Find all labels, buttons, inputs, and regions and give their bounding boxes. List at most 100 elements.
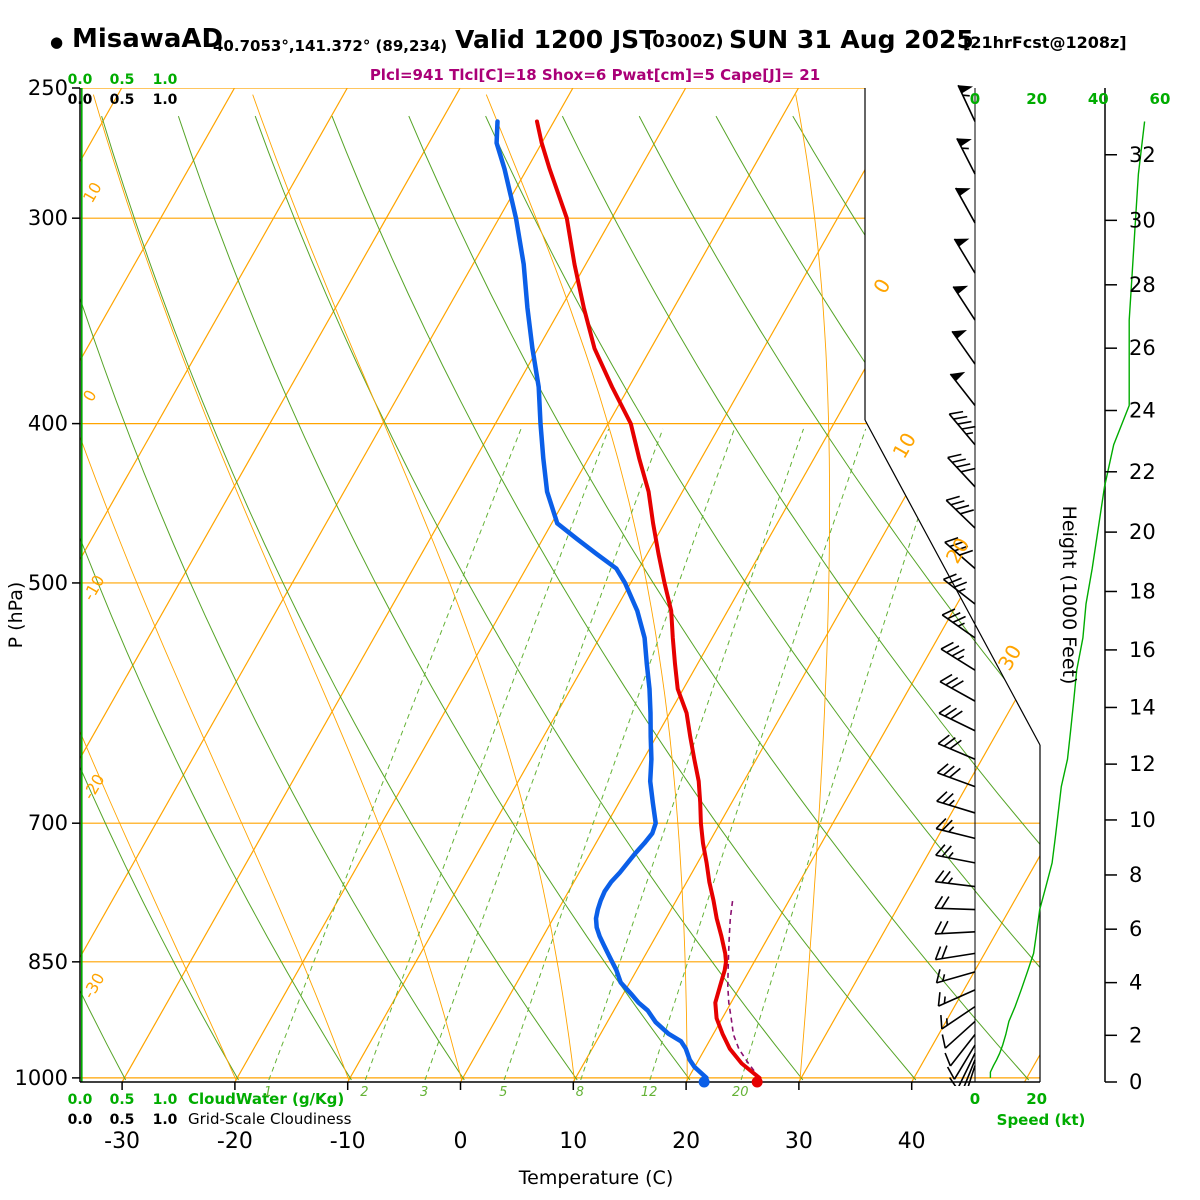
wind-barb-flag: [953, 285, 969, 295]
isotherm-line: [572, 88, 1040, 1082]
wind-speed-curve: [989, 121, 1146, 1078]
temp-axis-title: Temperature (C): [518, 1167, 674, 1189]
mixing-ratio-line: [649, 428, 867, 1081]
cloudwater-legend-label: CloudWater (g/Kg): [188, 1090, 344, 1108]
wind-barb: [936, 791, 976, 814]
dry-adiabat-line: [177, 115, 691, 1081]
speed-tick-label-bottom: 0: [970, 1090, 980, 1108]
speed-tick-label-top: 40: [1088, 90, 1109, 108]
wind-barb-full: [946, 645, 960, 654]
wind-barb-half: [947, 851, 954, 859]
wind-barb-full: [940, 641, 954, 650]
height-tick-label: 26: [1129, 336, 1156, 360]
wind-barb-staff: [935, 827, 976, 840]
speed-tick-label-top: 0: [970, 90, 980, 108]
dry-adiabat-line: [1022, 115, 1040, 1081]
wind-barb: [948, 1052, 976, 1086]
wind-barb-full: [956, 463, 971, 468]
wind-barb-full: [950, 680, 964, 689]
wind-barb-full: [937, 734, 950, 745]
temp-tick-label: 20: [672, 1129, 700, 1154]
wind-barb-flag: [956, 138, 972, 147]
temp-tick-label: 0: [454, 1129, 468, 1154]
wind-barb-flag: [950, 371, 966, 382]
wind-barb-half: [958, 1098, 963, 1103]
frame-layer: [79, 88, 1106, 1083]
height-tick-label: 0: [1129, 1070, 1142, 1094]
wind-barb-half: [965, 431, 974, 435]
pressure-tick-label: 250: [28, 76, 68, 100]
cloudwater-scale-top: 0.5: [110, 72, 135, 88]
wind-barb-flag: [954, 238, 970, 247]
wind-barb: [938, 704, 976, 732]
wind-barb-flag: [955, 187, 971, 196]
dry-adiabat-line: [408, 115, 1030, 1081]
height-tick-label: 12: [1129, 752, 1156, 776]
dry-adiabat-line: [638, 115, 1040, 1081]
wind-barb: [948, 410, 976, 446]
pressure-tick-label: 850: [28, 950, 68, 974]
wind-barb-full: [939, 673, 953, 683]
temperature-curve: [535, 119, 762, 1080]
wind-barb-full: [960, 509, 974, 515]
moist-adiabat-line: [80, 94, 350, 1081]
wind-barb: [949, 371, 976, 407]
wind-barb-full: [935, 969, 941, 984]
height-tick-label: 16: [1129, 638, 1156, 662]
wind-barb-full: [940, 896, 950, 909]
wind-barb-full: [941, 870, 951, 884]
wind-barb: [934, 895, 976, 911]
wind-barb-full: [950, 710, 963, 720]
wind-barb-full: [938, 704, 952, 714]
height-tick-label: 2: [1129, 1023, 1142, 1047]
wind-barb: [941, 1020, 976, 1049]
temp-tick-label: -20: [217, 1129, 253, 1154]
moist-adiabat-line: [252, 94, 575, 1081]
surface-temperature-dot: [751, 1076, 763, 1088]
wind-barb: [946, 1044, 976, 1080]
temp-tick-label: 40: [898, 1129, 926, 1154]
wind-barb: [940, 1005, 976, 1030]
wind-barb-full: [951, 648, 965, 657]
wind-barb-full: [935, 818, 947, 830]
cloudiness-scale-bottom: 0.0: [68, 1112, 93, 1128]
cloudiness-scale-top: 0.5: [110, 92, 135, 108]
station-coords: 40.7053°,141.372° (89,234): [213, 37, 448, 55]
isotherm-line: [911, 88, 1040, 1082]
wind-barb-full: [941, 945, 948, 959]
wind-barb-full: [936, 791, 948, 802]
wind-barb-full: [941, 608, 956, 616]
wind-barb-staff: [967, 1065, 976, 1086]
wind-barb-half: [958, 588, 966, 593]
wind-barb-full: [934, 870, 945, 883]
wind-barb-full: [946, 495, 960, 502]
wind-barb-full: [941, 819, 953, 831]
wind-barb-full: [945, 676, 959, 686]
wind-barb: [935, 818, 976, 840]
height-tick-label: 18: [1129, 579, 1156, 603]
wind-barb-full: [943, 737, 956, 747]
wind-barb-staff: [958, 1052, 976, 1086]
wind-barb-half: [948, 799, 955, 806]
wind-barb-staff: [936, 800, 976, 814]
wind-barb-full: [936, 763, 949, 774]
wind-barb-flag: [958, 85, 974, 94]
isotherm-line: [80, 88, 236, 1082]
wind-barb: [934, 870, 976, 888]
isotherm-line: [234, 88, 800, 1082]
isotherm-label-right: 10: [888, 428, 922, 462]
station-name: MisawaAD: [72, 24, 224, 54]
wind-barb-full: [948, 1077, 957, 1086]
forecast-hour: [21hrFcst@1208z]: [963, 33, 1127, 52]
isotherm-label-right: 0: [868, 274, 895, 297]
height-tick-label: 24: [1129, 398, 1156, 422]
mixing-ratio-label: 5: [499, 1085, 507, 1100]
isotherm-line: [798, 88, 1040, 1082]
wind-barb: [956, 138, 976, 175]
wind-barb-half: [948, 826, 955, 833]
wind-barb-full: [942, 792, 954, 804]
wind-barb-staff: [952, 286, 976, 321]
wind-barb-staff: [953, 1044, 976, 1080]
wind-barb-full: [948, 577, 962, 585]
isotherm-line: [80, 88, 574, 1082]
